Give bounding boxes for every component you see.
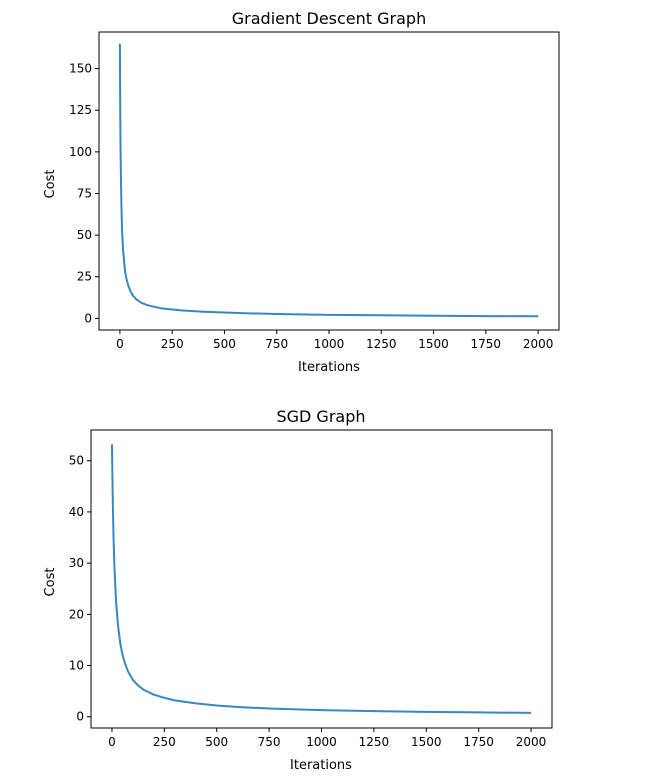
chart-title: Gradient Descent Graph xyxy=(232,9,426,28)
y-tick-label: 100 xyxy=(69,145,92,159)
gradient-descent-chart: Gradient Descent Graph Iterations Cost 0… xyxy=(43,9,560,375)
y-tick-label: 20 xyxy=(69,607,84,621)
x-tick-label: 250 xyxy=(153,735,176,749)
x-axis-label: Iterations xyxy=(290,758,352,773)
x-tick-label: 1000 xyxy=(314,337,345,351)
sgd-chart: SGD Graph Iterations Cost 0 250 500 750 1000… xyxy=(43,407,553,773)
y-tick-label: 30 xyxy=(69,556,84,570)
x-tick-label: 500 xyxy=(205,735,228,749)
x-tick-label: 1250 xyxy=(366,337,397,351)
x-tick-label: 250 xyxy=(161,337,184,351)
x-tick-label: 1750 xyxy=(463,735,494,749)
x-axis-label: Iterations xyxy=(298,360,360,375)
series-line xyxy=(111,444,532,714)
y-tick-label: 0 xyxy=(84,311,92,325)
series-line xyxy=(118,43,539,318)
x-tick-label: 750 xyxy=(258,735,281,749)
y-axis-label: Cost xyxy=(43,568,58,597)
x-tick-label: 1500 xyxy=(418,337,449,351)
y-axis-label: Cost xyxy=(43,170,58,199)
x-tick-label: 2000 xyxy=(523,337,554,351)
x-tick-label: 1500 xyxy=(411,735,442,749)
y-tick-label: 50 xyxy=(69,454,84,468)
y-tick-label: 75 xyxy=(77,186,92,200)
x-tick-label: 1250 xyxy=(359,735,390,749)
x-tick-label: 0 xyxy=(116,337,124,351)
x-tick-label: 750 xyxy=(265,337,288,351)
y-tick-label: 50 xyxy=(77,228,92,242)
x-tick-label: 1750 xyxy=(471,337,502,351)
y-tick-label: 150 xyxy=(69,62,92,76)
x-tick-label: 500 xyxy=(213,337,236,351)
y-tick-label: 25 xyxy=(77,270,92,284)
x-tick-label: 1000 xyxy=(306,735,337,749)
y-tick-label: 125 xyxy=(69,103,92,117)
chart-title: SGD Graph xyxy=(276,407,365,426)
y-tick-label: 40 xyxy=(69,505,84,519)
y-tick-label: 0 xyxy=(76,710,84,724)
plot-frame xyxy=(90,429,553,729)
plot-frame xyxy=(98,31,560,331)
x-tick-label: 2000 xyxy=(516,735,547,749)
y-tick-label: 10 xyxy=(69,659,84,673)
x-tick-label: 0 xyxy=(108,735,116,749)
